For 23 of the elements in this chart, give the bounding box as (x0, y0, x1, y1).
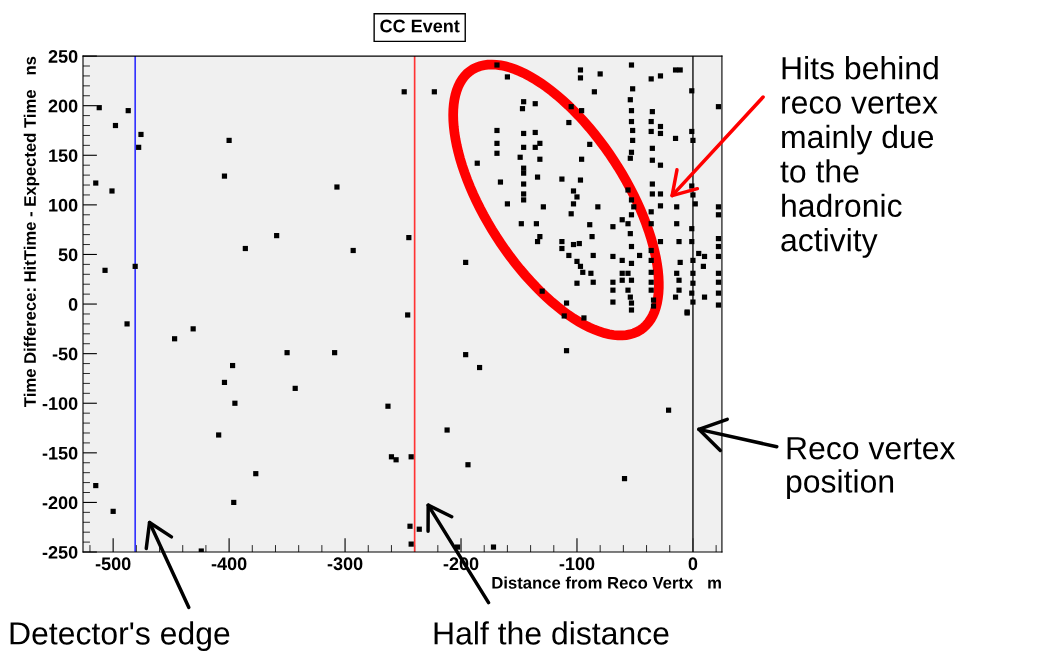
y-tick-label: 0 (68, 297, 78, 311)
text: Detector's edge (10, 621, 230, 651)
y-tick-label: -250 (42, 545, 78, 559)
y-tick-label: 100 (49, 198, 78, 212)
y-tick-label: -50 (52, 347, 78, 361)
y-tick-label: 150 (49, 149, 78, 162)
x-axis-title: Distance from Reco Vertx m (492, 576, 721, 589)
y-axis-title: Time Differece: HitTime - Expected Time ns (23, 56, 40, 407)
y-tick-label: -150 (42, 446, 78, 460)
text: Hits behind reco vertex mainly due to the hadronic activity (780, 56, 938, 258)
x-tick-label: -400 (211, 557, 247, 571)
y-tick-label: 50 (58, 248, 78, 262)
annotation: Reco vertex position (787, 437, 956, 500)
y-tick-label: 200 (48, 99, 78, 113)
y-tick-label: -100 (42, 397, 78, 410)
x-tick-label: -500 (95, 557, 131, 571)
x-tick-label: 0 (688, 557, 698, 571)
x-tick-label: -100 (559, 557, 595, 571)
chart-title: CC Event (380, 19, 460, 33)
text: Half the distance (434, 621, 669, 645)
y-tick-label: 250 (48, 50, 78, 63)
y-tick-label: -200 (42, 496, 78, 510)
x-tick-label: -300 (327, 557, 363, 571)
